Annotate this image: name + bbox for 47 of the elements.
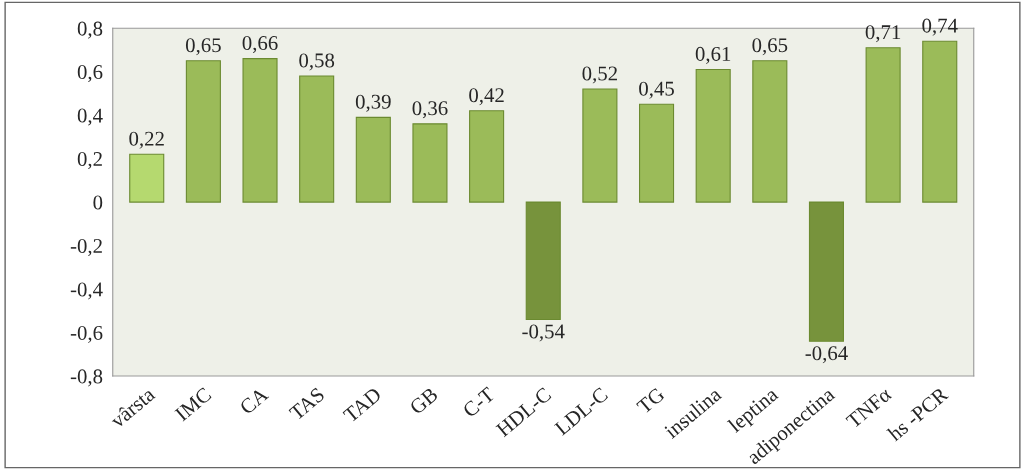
bar xyxy=(185,60,221,203)
x-tick-label: C-T xyxy=(461,386,496,418)
bar xyxy=(242,58,278,203)
data-label: 0,45 xyxy=(639,81,674,99)
bar xyxy=(469,110,505,203)
y-tick-label: -0,2 xyxy=(70,238,102,257)
bar xyxy=(412,123,448,203)
data-label: 0,65 xyxy=(752,38,788,56)
data-label: 0,22 xyxy=(129,131,164,149)
x-tick-label: CA xyxy=(238,386,270,416)
y-tick-label: -0,8 xyxy=(70,369,103,387)
data-label: 0,74 xyxy=(922,18,958,36)
y-tick-label: 0,2 xyxy=(77,152,102,170)
y-tick-label: 0,4 xyxy=(77,108,103,126)
bar xyxy=(582,88,618,203)
data-label: 0,39 xyxy=(355,94,391,112)
data-label: 0,36 xyxy=(412,101,448,119)
bar xyxy=(638,103,675,203)
data-label: 0,71 xyxy=(865,25,901,43)
data-label: 0,58 xyxy=(299,53,335,71)
data-label: 0,66 xyxy=(242,35,278,54)
y-tick-label: 0,8 xyxy=(77,21,103,39)
y-tick-label: -0,4 xyxy=(70,282,103,300)
data-label: -0,54 xyxy=(522,324,565,342)
bar xyxy=(808,201,845,342)
data-label: 0,65 xyxy=(185,38,221,56)
bar xyxy=(865,47,901,203)
x-tick-label: TAD xyxy=(342,386,382,424)
x-tick-label: TAS xyxy=(288,387,326,421)
bar xyxy=(299,75,335,203)
bar xyxy=(129,153,165,203)
data-label: 0,42 xyxy=(469,88,504,106)
bar xyxy=(525,201,561,321)
x-tick-label: GB xyxy=(408,386,439,416)
bar xyxy=(752,60,788,203)
y-tick-label: -0,6 xyxy=(70,325,103,343)
y-tick-label: 0 xyxy=(93,195,103,210)
data-label: 0,61 xyxy=(695,46,731,64)
bar xyxy=(922,40,958,203)
x-tick-label: TG xyxy=(635,386,666,415)
x-tick-label: IMC xyxy=(174,386,212,422)
x-tick-label: vârsta xyxy=(108,385,156,429)
y-tick-label: 0,6 xyxy=(77,65,103,83)
bar xyxy=(355,116,391,203)
data-label: 0,52 xyxy=(582,66,617,84)
data-label: -0,64 xyxy=(805,346,848,364)
bar xyxy=(695,68,731,203)
